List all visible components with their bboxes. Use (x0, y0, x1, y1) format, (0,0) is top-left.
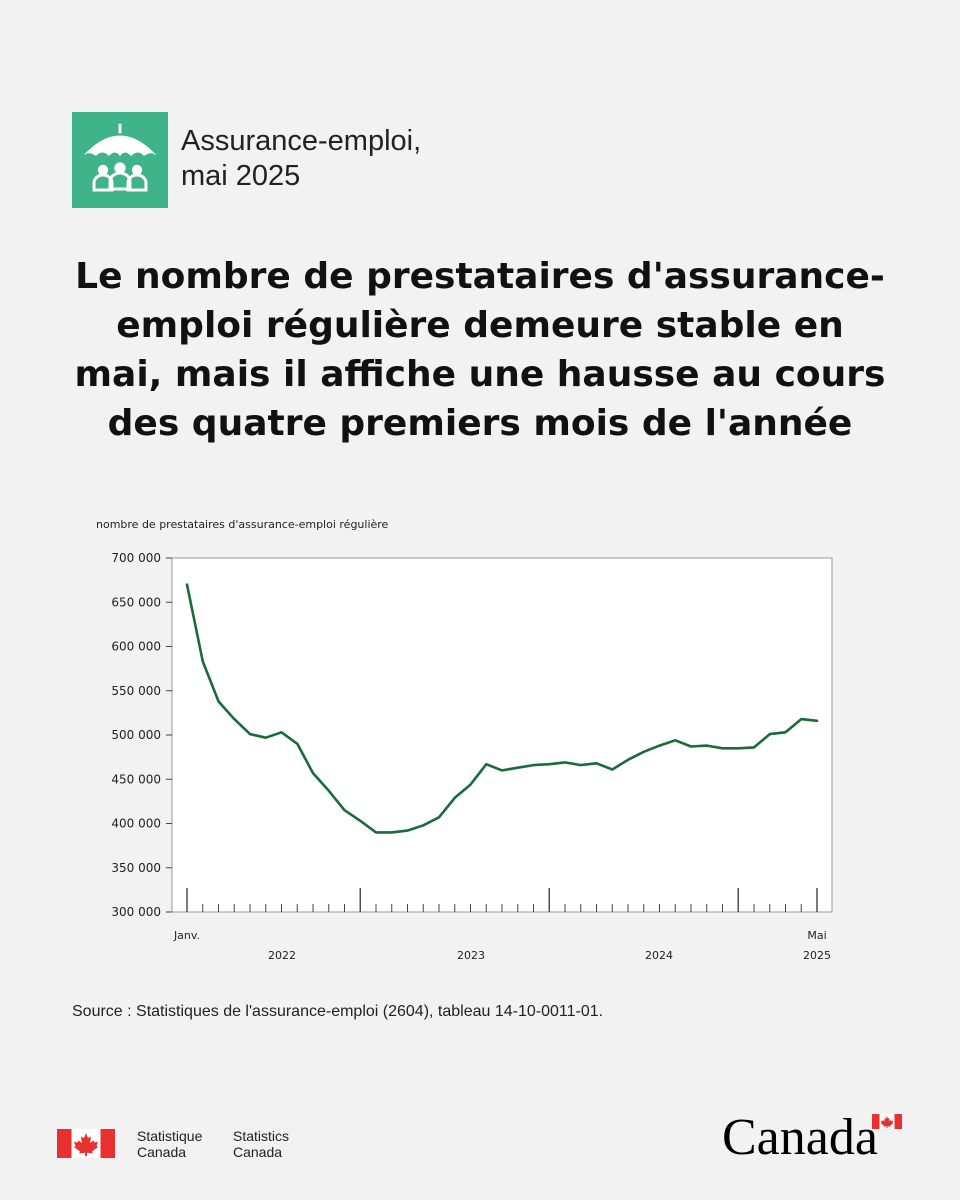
data-point (358, 819, 362, 823)
data-point (626, 758, 630, 762)
data-point (642, 750, 646, 754)
data-point (201, 660, 205, 664)
x-end-label: Mai (807, 929, 826, 942)
data-point (799, 717, 803, 721)
y-axis: 300 000 350 000 400 000 450 000 500 000 550 0… (111, 551, 172, 919)
y-tick-label: 450 000 (111, 772, 161, 786)
statcan-english-line1: Statistics (233, 1128, 290, 1144)
x-year-label-2024: 2024 (645, 949, 673, 962)
data-point (610, 768, 614, 772)
wordmark-flag-icon (872, 1114, 902, 1129)
report-label-line1: Assurance-emploi, (181, 125, 422, 157)
data-point (752, 745, 756, 749)
headline-line3: mai, mais il affiche une hausse au cours (74, 354, 886, 395)
data-point (500, 768, 504, 772)
y-tick-label: 350 000 (111, 861, 161, 875)
data-point (185, 583, 189, 587)
data-point (721, 746, 725, 750)
headline-line1: Le nombre de prestataires d'assurance- (75, 256, 885, 297)
statcan-french-name: Statistique Canada (137, 1128, 202, 1160)
statcan-english-name: Statistics Canada (233, 1128, 289, 1160)
source-note: Source : Statistiques de l'assurance-emp… (72, 1003, 604, 1020)
data-point (658, 744, 662, 748)
data-point (248, 732, 252, 736)
data-point (595, 761, 599, 765)
line-chart: nombre de prestataires d'assurance-emplo… (96, 518, 833, 962)
series-line (185, 583, 819, 834)
y-tick-label: 700 000 (111, 551, 161, 565)
report-label: Assurance-emploi, mai 2025 (181, 124, 421, 194)
data-point (406, 829, 410, 833)
data-point (484, 762, 488, 766)
data-point (232, 717, 236, 721)
y-tick-label: 500 000 (111, 728, 161, 742)
report-label-line2: mai 2025 (181, 160, 301, 192)
data-point (469, 783, 473, 787)
y-tick-label: 300 000 (111, 905, 161, 919)
data-point (736, 746, 740, 750)
data-point (280, 730, 284, 734)
data-point (547, 762, 551, 766)
umbrella-people-icon (72, 112, 168, 208)
data-point (532, 763, 536, 767)
x-start-label: Janv. (173, 929, 200, 942)
data-point (311, 771, 315, 775)
data-point (689, 745, 693, 749)
data-point (453, 796, 457, 800)
data-point (343, 808, 347, 812)
data-point (374, 830, 378, 834)
data-point (327, 789, 331, 793)
data-point (579, 763, 583, 767)
y-tick-label: 400 000 (111, 817, 161, 831)
canada-wordmark: Canada (722, 1108, 912, 1168)
data-point (264, 736, 268, 740)
data-point (295, 742, 299, 746)
x-axis (186, 888, 818, 912)
data-point (673, 738, 677, 742)
x-year-label-2022: 2022 (268, 949, 296, 962)
data-point (768, 732, 772, 736)
y-tick-label: 550 000 (111, 684, 161, 698)
y-tick-label: 650 000 (111, 595, 161, 609)
data-point (437, 815, 441, 819)
x-year-label-2023: 2023 (457, 949, 485, 962)
data-point (784, 730, 788, 734)
data-point (516, 766, 520, 770)
statcan-french-line1: Statistique (137, 1128, 203, 1144)
data-point (390, 830, 394, 834)
statcan-english-line2: Canada (233, 1144, 283, 1160)
y-tick-label: 600 000 (111, 640, 161, 654)
data-point (563, 760, 567, 764)
statcan-french-line2: Canada (137, 1144, 187, 1160)
headline-line2: emploi régulière demeure stable en (116, 305, 844, 346)
data-point (815, 719, 819, 723)
data-point (217, 699, 221, 703)
canada-flag-icon (57, 1129, 115, 1158)
data-point (705, 744, 709, 748)
headline: Le nombre de prestataires d'assurance- e… (40, 252, 920, 448)
plot-frame (171, 557, 833, 913)
x-year-label-2025: 2025 (803, 949, 831, 962)
data-point (421, 823, 425, 827)
y-axis-label: nombre de prestataires d'assurance-emplo… (96, 518, 389, 531)
headline-line4: des quatre premiers mois de l'année (107, 403, 853, 444)
canada-wordmark-text: Canada (722, 1109, 878, 1166)
